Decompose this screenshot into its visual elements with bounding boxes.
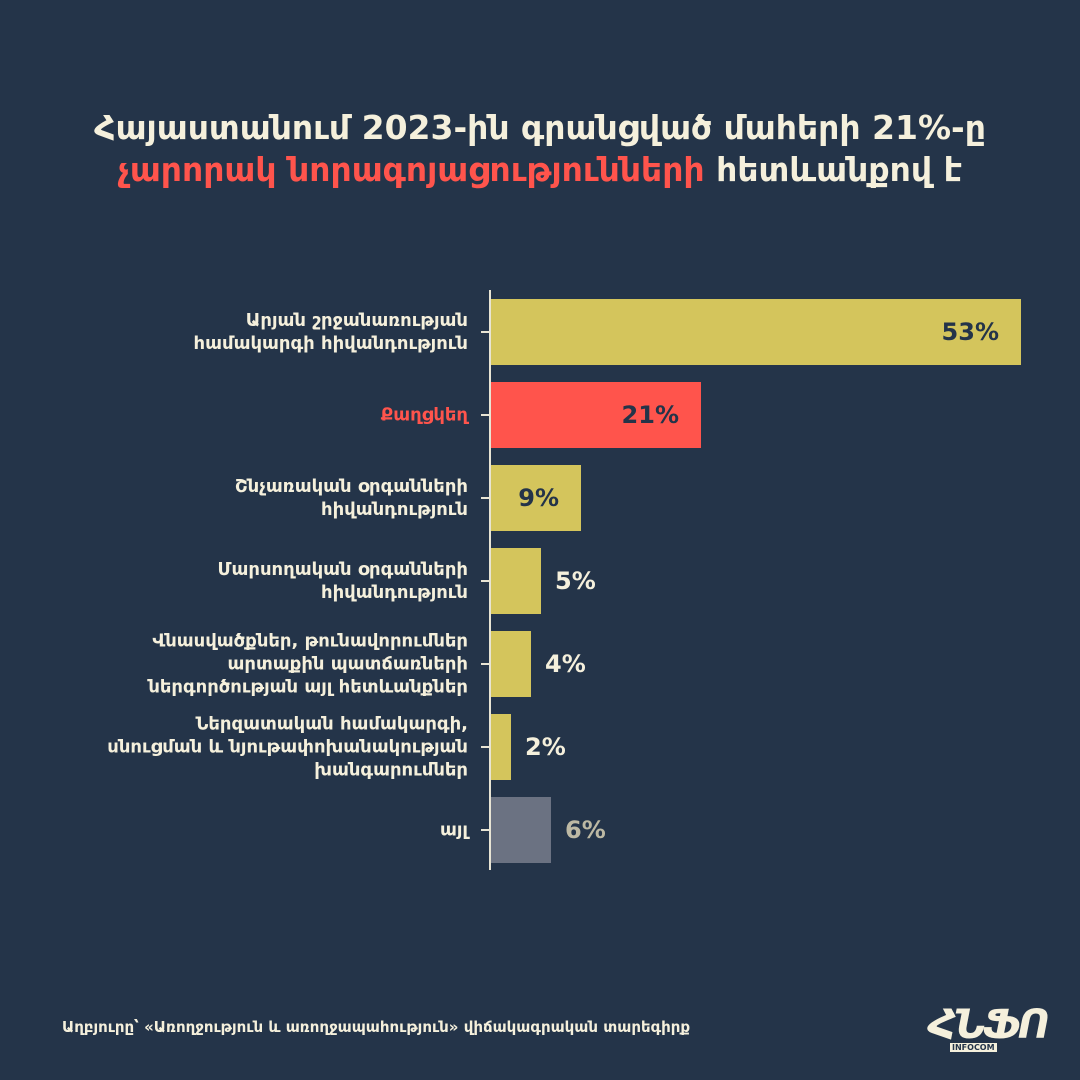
category-label: Արյան շրջանառության համակարգի հիվանդությ… (193, 310, 468, 354)
chart-title: չարորակ նորագոյացությունների հետևանքով է (0, 150, 1080, 189)
title-line: Հայաստանում 2023-ին գրանցված մահերի 21%-… (94, 108, 986, 147)
bar (491, 714, 511, 780)
chart-title: Հայաստանում 2023-ին գրանցված մահերի 21%-… (0, 108, 1080, 147)
bar (491, 299, 1021, 365)
value-label: 4% (545, 650, 586, 678)
tick-mark (481, 331, 489, 333)
value-label: 9% (518, 484, 559, 512)
bar (491, 382, 701, 448)
category-label: Քաղցկեղ (380, 404, 468, 426)
y-axis-line (489, 290, 491, 870)
tick-mark (481, 414, 489, 416)
bar (491, 548, 541, 614)
category-label: Ներզատական համակարգի, սնուցման և նյութափ… (107, 713, 468, 781)
category-label: Վնասվածքներ, թունավորումներ արտաքին պատճ… (148, 630, 468, 698)
value-label: 53% (941, 318, 999, 346)
tick-mark (481, 663, 489, 665)
logo-sub: INFOCOM (950, 1043, 997, 1052)
category-label: այլ (439, 819, 468, 841)
bar (491, 797, 551, 863)
value-label: 21% (621, 401, 679, 429)
tick-mark (481, 746, 489, 748)
value-label: 2% (525, 733, 566, 761)
tick-mark (481, 829, 489, 831)
source-note: Աղբյուրը՝ «Առողջություն և առողջապահությո… (62, 1018, 691, 1036)
category-label: Շնչառական օրգանների հիվանդություն (234, 476, 468, 520)
logo: ՀՆՖՈ (928, 1002, 1050, 1048)
title-line: հետևանքով է (704, 150, 963, 189)
tick-mark (481, 497, 489, 499)
value-label: 5% (555, 567, 596, 595)
title-highlight: չարորակ նորագոյացությունների (117, 150, 705, 189)
bar (491, 631, 531, 697)
category-label: Մարսողական օրգանների հիվանդություն (217, 559, 469, 603)
bar (491, 465, 581, 531)
tick-mark (481, 580, 489, 582)
value-label: 6% (565, 816, 606, 844)
